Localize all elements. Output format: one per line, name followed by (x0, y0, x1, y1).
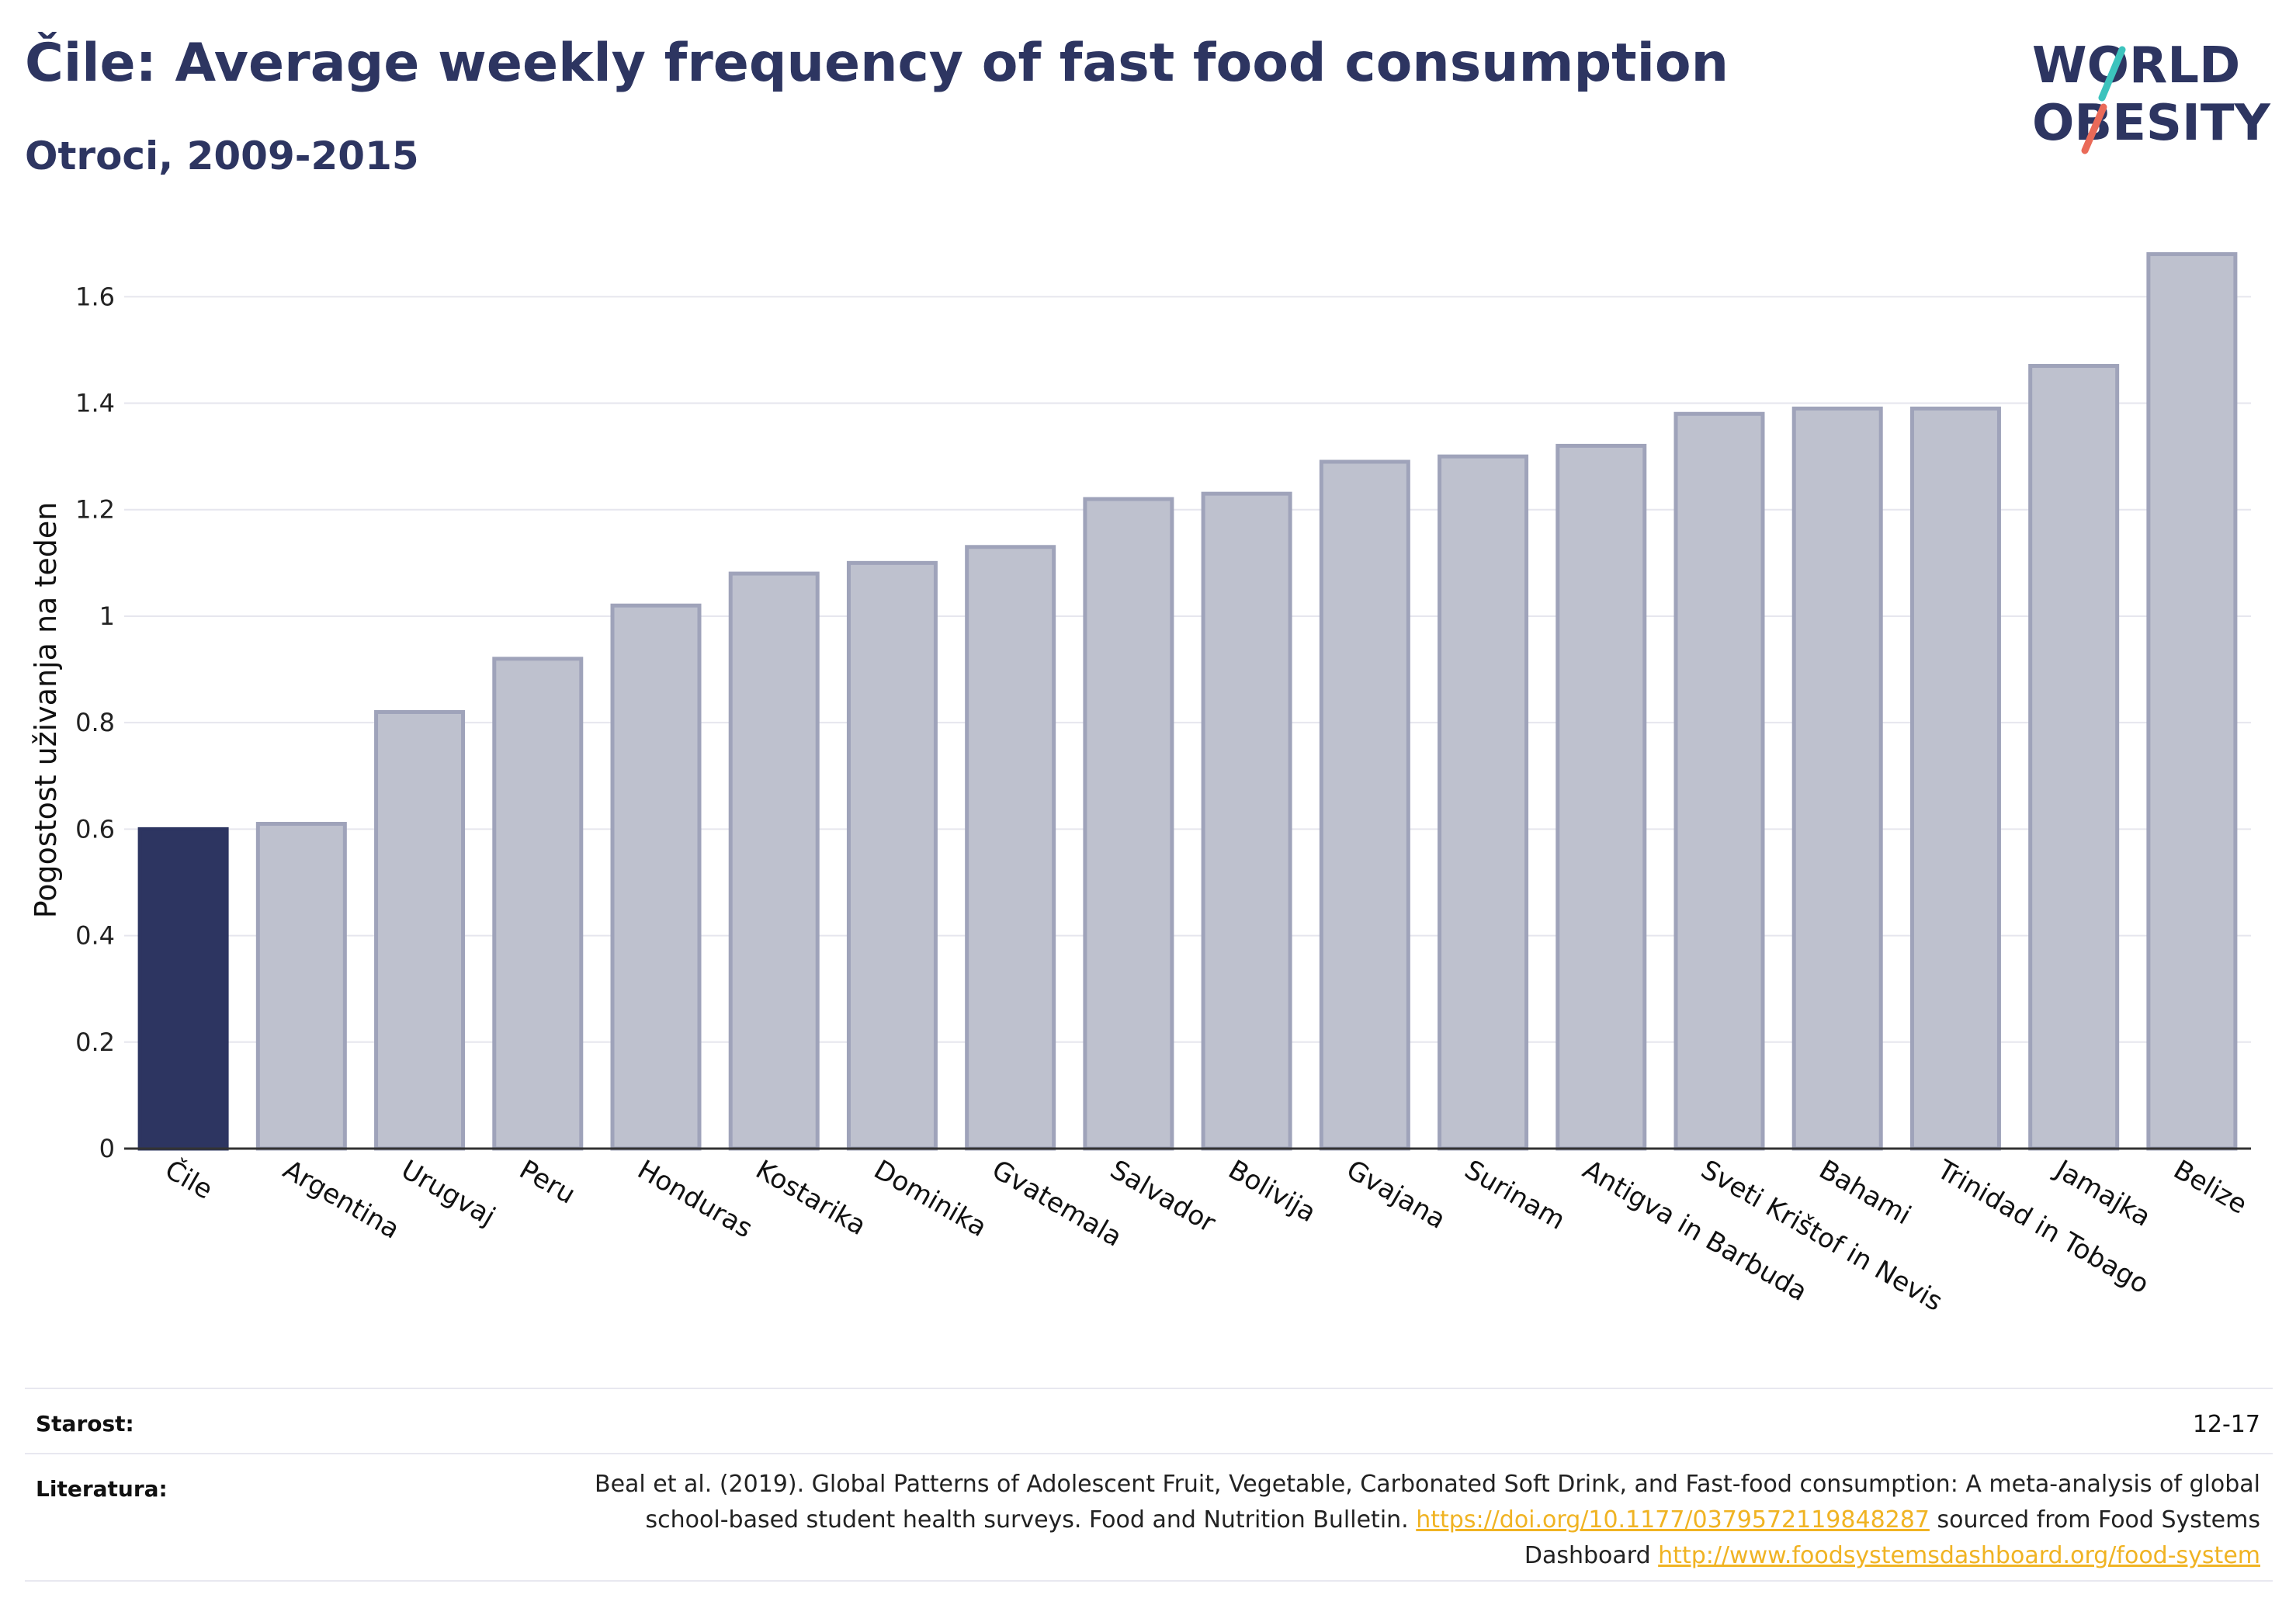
divider-bottom (25, 1580, 2273, 1582)
references-part-2: sourced from Food Systems Dashboard (1524, 1506, 2260, 1569)
x-tick-label: Trinidad in Tobago (1931, 1154, 2154, 1301)
x-tick-label: Belize (2168, 1154, 2252, 1221)
x-tick-label: Argentina (278, 1154, 405, 1246)
chart-title: Čile: Average weekly frequency of fast f… (25, 33, 1729, 94)
bar-jamajka[interactable] (2028, 364, 2120, 1151)
logo-slash-teal (2098, 46, 2126, 102)
logo-line-1: WORLD (2032, 37, 2240, 95)
x-tick-label: Dominika (869, 1154, 992, 1243)
age-label: Starost: (36, 1411, 134, 1437)
gridlines (124, 296, 2251, 1043)
bar-bahami[interactable] (1791, 406, 1883, 1151)
bar-surinam[interactable] (1438, 454, 1529, 1151)
x-tick-label: Peru (514, 1154, 581, 1211)
chart-subtitle: Otroci, 2009-2015 (25, 133, 419, 178)
x-tick-label: Honduras (633, 1154, 758, 1244)
y-tick-label: 1.6 (75, 282, 115, 311)
references-label: Literatura: (36, 1476, 168, 1502)
divider-top (25, 1388, 2273, 1389)
y-tick-label: 1.2 (75, 495, 115, 525)
bars (137, 251, 2238, 1151)
bar-kostarika[interactable] (728, 571, 820, 1151)
x-tick-label: Bolivija (1223, 1154, 1321, 1229)
world-obesity-logo: WORLD OBESITY (2032, 37, 2270, 154)
x-tick-label: Gvajana (1341, 1154, 1451, 1236)
doi-link[interactable]: https://doi.org/10.1177/0379572119848287 (1416, 1506, 1930, 1534)
bar-urugvaj[interactable] (374, 709, 466, 1151)
bar-bolivija[interactable] (1201, 491, 1292, 1151)
bar--ile[interactable] (137, 827, 229, 1151)
x-tick-label: Kostarika (751, 1154, 872, 1242)
bar-honduras[interactable] (610, 603, 702, 1151)
x-tick-label: Surinam (1459, 1154, 1570, 1236)
x-tick-label: Antigva in Barbuda (1577, 1154, 1812, 1308)
bar-argentina[interactable] (255, 822, 347, 1151)
dashboard-link[interactable]: http://www.foodsystemsdashboard.org/food… (1658, 1542, 2260, 1569)
bar-gvajana[interactable] (1319, 459, 1410, 1151)
bar-sveti-kri-tof-in-nevis[interactable] (1673, 411, 1765, 1151)
y-tick-label: 0.6 (75, 814, 115, 844)
logo-slash-red (2081, 103, 2107, 154)
x-tick-label: Urugvaj (396, 1154, 501, 1232)
bar-salvador[interactable] (1083, 497, 1174, 1151)
y-tick-label: 0.2 (75, 1028, 115, 1057)
bar-chart: 0 0.2 0.4 0.6 0.8 1 1.2 1.4 1.6 Čile ArgentinaUru… (29, 251, 2253, 1318)
y-tick-label: 1.4 (75, 389, 115, 418)
y-axis-title: Pogostost uživanja na teden (29, 502, 63, 919)
bar-dominika[interactable] (846, 560, 938, 1151)
bar-gvatemala[interactable] (965, 545, 1056, 1151)
logo-line-2: OBESITY (2032, 95, 2270, 152)
references-part-1: Beal et al. (2019). Global Patterns of A… (594, 1471, 2260, 1534)
x-tick-label: Čile (160, 1153, 219, 1205)
references-text: Beal et al. (2019). Global Patterns of A… (591, 1467, 2260, 1574)
bar-belize[interactable] (2146, 251, 2238, 1151)
bar-peru[interactable] (492, 657, 584, 1151)
y-axis-ticks: 0 0.2 0.4 0.6 0.8 1 1.2 1.4 1.6 (75, 282, 115, 1163)
x-tick-label: Gvatemala (987, 1154, 1127, 1253)
y-tick-label: 0.4 (75, 921, 115, 951)
bar-antigva-in-barbuda[interactable] (1556, 443, 1647, 1151)
divider-middle (25, 1453, 2273, 1454)
y-tick-label: 0 (99, 1134, 115, 1163)
y-tick-label: 0.8 (75, 708, 115, 737)
y-tick-label: 1 (99, 601, 115, 631)
x-tick-label: Bahami (1814, 1154, 1916, 1231)
age-value: 12-17 (2192, 1411, 2260, 1438)
bar-trinidad-in-tobago[interactable] (1909, 406, 2001, 1151)
